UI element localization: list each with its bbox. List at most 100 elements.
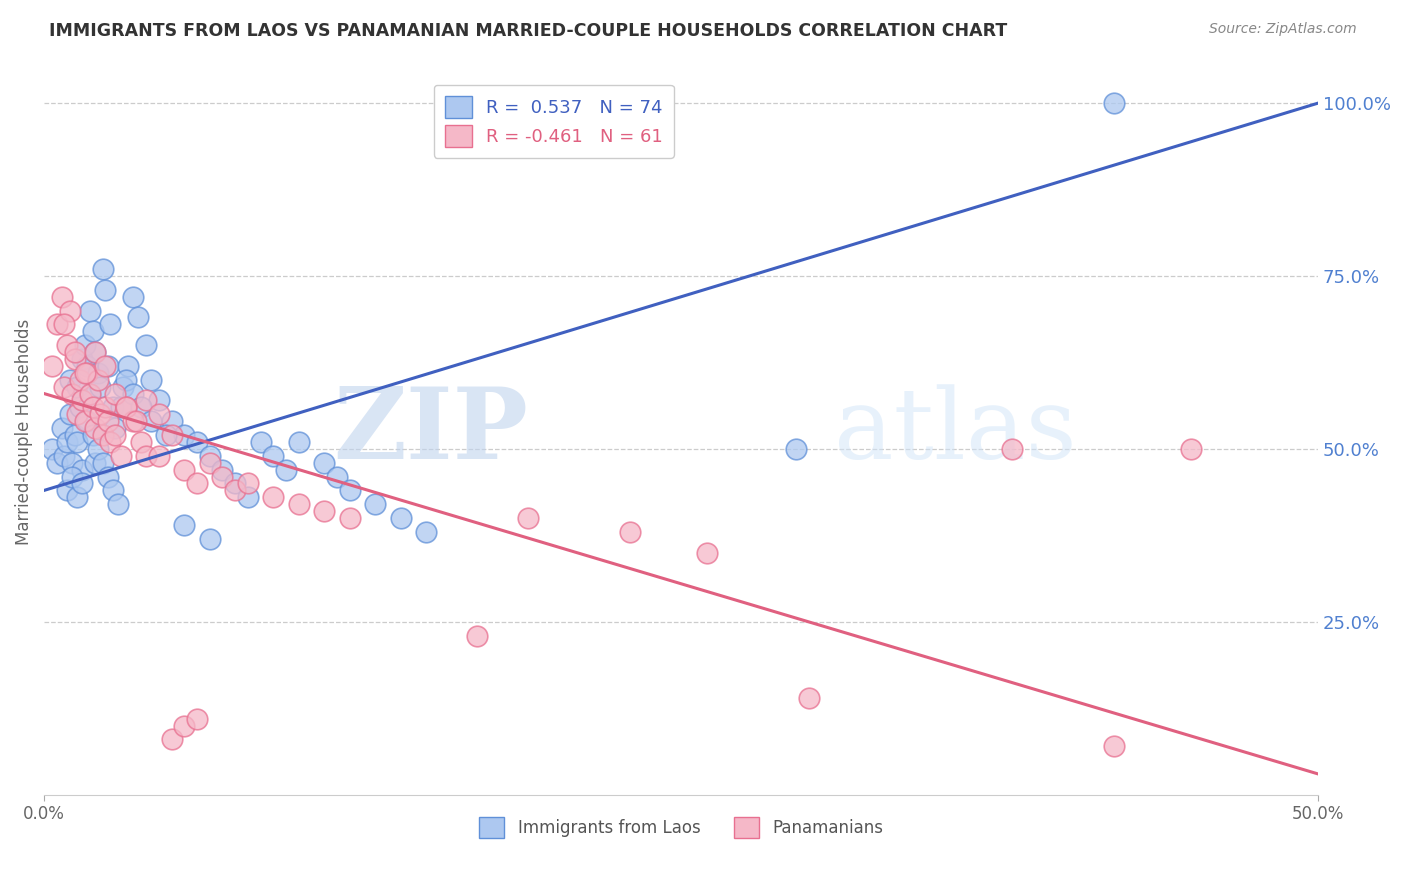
Point [86, 373, 108, 387]
Point [465, 629, 488, 643]
Point [198, 532, 221, 546]
Point [66, 379, 89, 393]
Point [94, 283, 117, 297]
Point [314, 504, 336, 518]
Point [236, 491, 259, 505]
Point [41, 442, 63, 456]
Point [76, 359, 98, 373]
Point [82, 401, 104, 415]
Point [51, 290, 73, 304]
Point [211, 469, 233, 483]
Point [135, 338, 157, 352]
Point [139, 373, 162, 387]
Point [58, 373, 80, 387]
Point [63, 345, 86, 359]
Point [69, 401, 91, 415]
Point [1180, 442, 1202, 456]
Point [104, 421, 127, 435]
Point [326, 469, 349, 483]
Point [155, 428, 177, 442]
Point [249, 435, 271, 450]
Point [224, 483, 246, 498]
Point [76, 414, 98, 428]
Point [619, 524, 641, 539]
Point [56, 483, 79, 498]
Point [198, 456, 221, 470]
Point [72, 463, 94, 477]
Point [211, 463, 233, 477]
Point [60, 456, 83, 470]
Point [66, 491, 89, 505]
Point [86, 366, 108, 380]
Point [101, 483, 124, 498]
Point [173, 463, 195, 477]
Point [79, 303, 101, 318]
Point [139, 414, 162, 428]
Text: atlas: atlas [834, 384, 1077, 480]
Point [63, 351, 86, 366]
Y-axis label: Married-couple Households: Married-couple Households [15, 318, 32, 545]
Point [91, 428, 114, 442]
Point [56, 338, 79, 352]
Point [129, 435, 152, 450]
Point [79, 386, 101, 401]
Point [72, 476, 94, 491]
Point [76, 366, 98, 380]
Point [114, 401, 136, 415]
Point [45, 318, 67, 332]
Point [97, 359, 120, 373]
Point [125, 414, 148, 428]
Point [51, 421, 73, 435]
Point [173, 428, 195, 442]
Point [60, 386, 83, 401]
Point [94, 401, 117, 415]
Point [114, 401, 136, 415]
Point [73, 338, 96, 352]
Point [148, 393, 170, 408]
Point [186, 476, 208, 491]
Point [101, 401, 124, 415]
Point [389, 511, 412, 525]
Point [114, 373, 136, 387]
Point [94, 359, 117, 373]
Point [104, 428, 127, 442]
Point [110, 401, 132, 415]
Point [288, 435, 311, 450]
Point [66, 407, 89, 421]
Point [1104, 96, 1126, 111]
Point [98, 318, 121, 332]
Point [45, 456, 67, 470]
Point [122, 414, 145, 428]
Point [262, 449, 284, 463]
Point [364, 497, 387, 511]
Point [696, 546, 718, 560]
Point [122, 290, 145, 304]
Point [339, 483, 361, 498]
Point [89, 407, 111, 421]
Point [415, 524, 437, 539]
Point [84, 345, 107, 359]
Point [41, 359, 63, 373]
Point [173, 718, 195, 732]
Point [73, 366, 96, 380]
Point [112, 379, 135, 393]
Point [517, 511, 540, 525]
Point [314, 456, 336, 470]
Point [97, 414, 120, 428]
Point [110, 449, 132, 463]
Point [104, 386, 127, 401]
Point [53, 449, 76, 463]
Point [107, 497, 129, 511]
Point [288, 497, 311, 511]
Point [89, 379, 111, 393]
Point [53, 379, 76, 393]
Point [91, 456, 114, 470]
Point [72, 393, 94, 408]
Point [73, 414, 96, 428]
Point [797, 690, 820, 705]
Point [148, 449, 170, 463]
Point [56, 435, 79, 450]
Point [186, 435, 208, 450]
Point [72, 351, 94, 366]
Point [276, 463, 298, 477]
